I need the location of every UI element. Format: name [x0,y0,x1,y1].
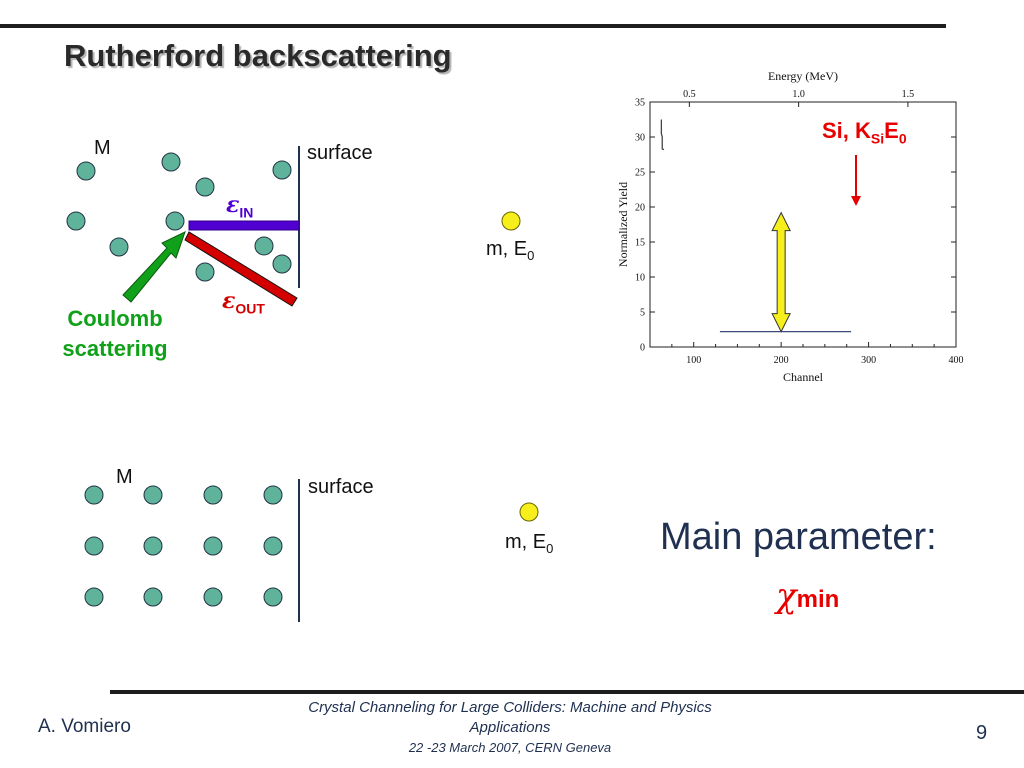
x-tick-label: 200 [774,355,789,366]
surface-label: surface [307,142,373,164]
chi-min-label: χmin [776,576,840,616]
lower-lattice-diagram [84,479,539,622]
lattice-atom [272,160,292,180]
lattice-atom [203,536,223,556]
y-axis-title: Normalized Yield [616,182,630,267]
footer-author: A. Vomiero [38,716,131,737]
beam-label: m, E0 [505,531,554,556]
lattice-atom [203,485,223,505]
lattice-atom [66,211,86,231]
silicon-edge-label: Si, KSiE0 [822,118,907,147]
lattice-atom [143,587,163,607]
y-tick-label: 30 [635,133,645,144]
page-number: 9 [976,722,988,744]
lattice-atom [76,161,96,181]
coulomb-line-2: scattering [62,336,168,361]
coulomb-scattering-label: Coulomb scattering [40,304,190,364]
outgoing-beam-bar [184,231,298,307]
main-parameter-label: Main parameter: [660,516,937,558]
y-tick-label: 15 [635,238,645,249]
target-mass-label: M [116,466,133,488]
coulomb-line-1: Coulomb [67,306,163,331]
lattice-atom [272,254,292,274]
y-tick-label: 25 [635,168,645,179]
top-axis-title: Energy (MeV) [768,69,838,83]
surface-label: surface [308,476,374,498]
lattice-atom [195,177,215,197]
top-tick-label: 1.0 [792,89,805,100]
epsilon-in-label: εIN [226,192,254,221]
y-tick-label: 5 [640,308,645,319]
rbs-spectrum-chart: 0 5 10 15 20 25 30 35 100 200 300 400 0.5 1.0 1.5 Chann… [616,69,964,384]
beam-particle [501,211,521,231]
y-tick-label: 20 [635,203,645,214]
beam-particle [519,502,539,522]
target-mass-label: M [94,137,111,159]
lattice-atom [203,587,223,607]
title-rule [0,24,946,28]
top-tick-label: 1.5 [902,89,915,100]
upper-lattice-diagram [66,146,521,307]
plot-frame [649,101,957,348]
y-tick-label: 35 [635,98,645,109]
lattice-atom [143,536,163,556]
series-line-2 [660,119,665,151]
lattice-atom [263,485,283,505]
epsilon-out-label: εOUT [222,288,265,317]
y-tick-label: 10 [635,273,645,284]
top-tick-label: 0.5 [683,89,696,100]
footer-rule [110,690,1024,694]
lattice-atom [84,485,104,505]
lattice-atom [109,237,129,257]
x-tick-label: 400 [949,355,964,366]
lattice-atom [84,587,104,607]
si-edge-arrow-head [851,196,861,206]
lattice-atom [84,536,104,556]
coulomb-arrow [122,231,186,303]
yield-double-arrow [771,211,791,333]
y-tick-label: 0 [640,343,645,354]
lattice-atom [263,587,283,607]
lattice-atom [143,485,163,505]
lattice-atom [195,262,215,282]
lattice-atom [254,236,274,256]
x-axis-title: Channel [783,370,824,384]
x-tick-label: 100 [686,355,701,366]
lattice-atom [165,211,185,231]
beam-label: m, E0 [486,238,535,263]
x-tick-label: 300 [861,355,876,366]
footer-date: 22 -23 March 2007, CERN Geneva [408,740,612,755]
lattice-atom [161,152,181,172]
lattice-atom [263,536,283,556]
slide-title: Rutherford backscattering [64,38,452,73]
incoming-beam-bar [188,220,300,231]
footer-conference: Crystal Channeling for Large Colliders: … [308,699,712,736]
